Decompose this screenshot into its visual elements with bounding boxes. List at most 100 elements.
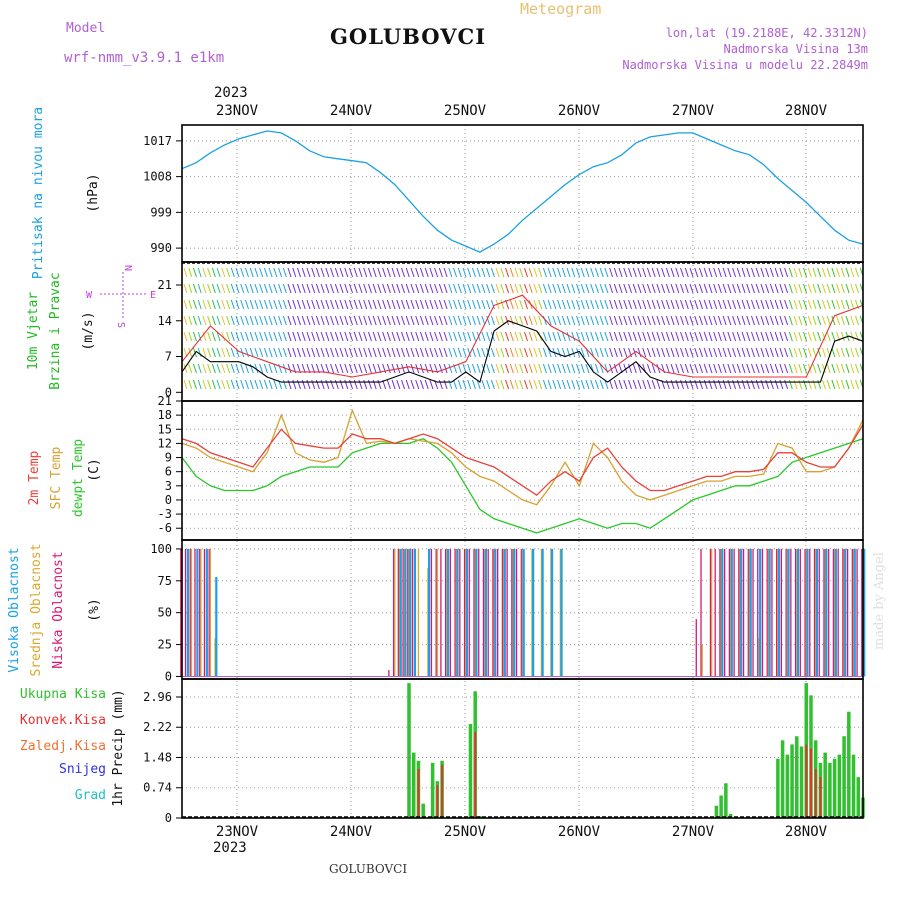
wind-barb	[836, 315, 841, 326]
wind-barb	[476, 299, 481, 310]
wind-barb	[311, 299, 316, 310]
wind-barb	[197, 267, 202, 278]
wind-barb	[642, 379, 647, 390]
wind-barb	[547, 363, 552, 374]
wind-barb	[594, 331, 599, 342]
wind-barb	[547, 331, 552, 342]
wind-barb	[334, 331, 339, 342]
wind-barb	[363, 283, 368, 294]
wind-barb	[637, 267, 642, 278]
wind-barb	[363, 315, 368, 326]
wind-barb	[334, 379, 339, 390]
wind-barb	[689, 299, 694, 310]
wind-barb	[594, 379, 599, 390]
wind-barb	[396, 379, 401, 390]
wind-barb	[325, 315, 330, 326]
wind-barb	[509, 331, 514, 342]
wind-barb	[221, 379, 226, 390]
wind-barb	[467, 299, 472, 310]
wind-barb	[779, 267, 784, 278]
wind-barb	[287, 347, 292, 358]
wind-barb	[505, 267, 510, 278]
wind-barb	[717, 331, 722, 342]
wind-barb	[240, 299, 245, 310]
wind-barb	[680, 363, 685, 374]
wind-barb	[713, 331, 718, 342]
wind-barb	[779, 363, 784, 374]
wind-barb	[798, 283, 803, 294]
wind-barb	[670, 363, 675, 374]
wind-barb	[349, 363, 353, 374]
wind-barb	[330, 347, 335, 358]
total-precip-bar	[847, 711, 851, 818]
total-precip-bar	[851, 754, 856, 818]
wind-barb	[386, 379, 391, 390]
wind-barb	[405, 379, 410, 390]
total-precip-bar	[780, 740, 785, 818]
wind-barb	[637, 331, 642, 342]
wind-barb	[732, 299, 737, 310]
wind-barb	[472, 379, 476, 390]
wind-barb	[434, 299, 439, 310]
temperature-ytick-label: 3	[165, 479, 172, 493]
wind-barb	[419, 363, 424, 374]
wind-barb	[245, 283, 249, 294]
wind-barb	[443, 315, 448, 326]
wind-barb	[769, 315, 774, 326]
wind-barb	[651, 267, 656, 278]
wind-barb	[259, 379, 264, 390]
wind-barb	[699, 283, 703, 294]
wind-barb	[183, 299, 188, 310]
wind-barb	[372, 267, 377, 278]
wind-barb	[708, 347, 713, 358]
wind-barb	[746, 299, 751, 310]
total-precip-bar	[724, 783, 728, 818]
total-precip-bar	[407, 683, 411, 818]
wind-barb	[561, 299, 566, 310]
wind-barb	[349, 315, 353, 326]
wind-barb	[779, 379, 784, 390]
wind-barb	[713, 379, 718, 390]
wind-barb	[462, 267, 467, 278]
wind-barb	[490, 267, 495, 278]
wind-barb	[462, 331, 467, 342]
wind-barb	[656, 315, 661, 326]
pressure-ytick-label: 1008	[143, 170, 172, 184]
wind-barb	[282, 315, 287, 326]
wind-barb	[188, 347, 193, 358]
wind-barb	[680, 347, 685, 358]
wind-barb	[188, 283, 193, 294]
wind-barb	[405, 331, 410, 342]
wind-barb	[542, 299, 547, 310]
wind-barb	[405, 267, 410, 278]
wind-barb	[254, 363, 259, 374]
wind-barb	[401, 331, 406, 342]
wind-barb	[538, 379, 543, 390]
wind-barb	[533, 347, 538, 358]
day-label-bottom: 23NOV	[216, 824, 259, 840]
wind-barb	[325, 347, 330, 358]
wind-barb	[443, 331, 448, 342]
wind-barb	[703, 267, 708, 278]
wind-barb	[765, 267, 770, 278]
wind-barb	[268, 363, 273, 374]
wind-barb	[821, 283, 826, 294]
wind-barb	[235, 379, 240, 390]
wind-barb	[490, 299, 495, 310]
wind-barb	[632, 283, 637, 294]
wind-barb	[367, 379, 372, 390]
wind-barb	[623, 315, 628, 326]
wind-barb	[609, 331, 614, 342]
wind-barb	[765, 331, 770, 342]
wind-barb	[297, 331, 301, 342]
wind-barb	[500, 283, 505, 294]
wind-barb	[467, 267, 472, 278]
wind-barb	[675, 267, 680, 278]
wind-barb	[642, 299, 647, 310]
wind-barb	[557, 347, 562, 358]
wind-barb	[505, 315, 510, 326]
wind-barb	[699, 267, 703, 278]
wind-barb	[192, 379, 197, 390]
wind-barb	[405, 347, 410, 358]
wind-barb	[590, 315, 595, 326]
